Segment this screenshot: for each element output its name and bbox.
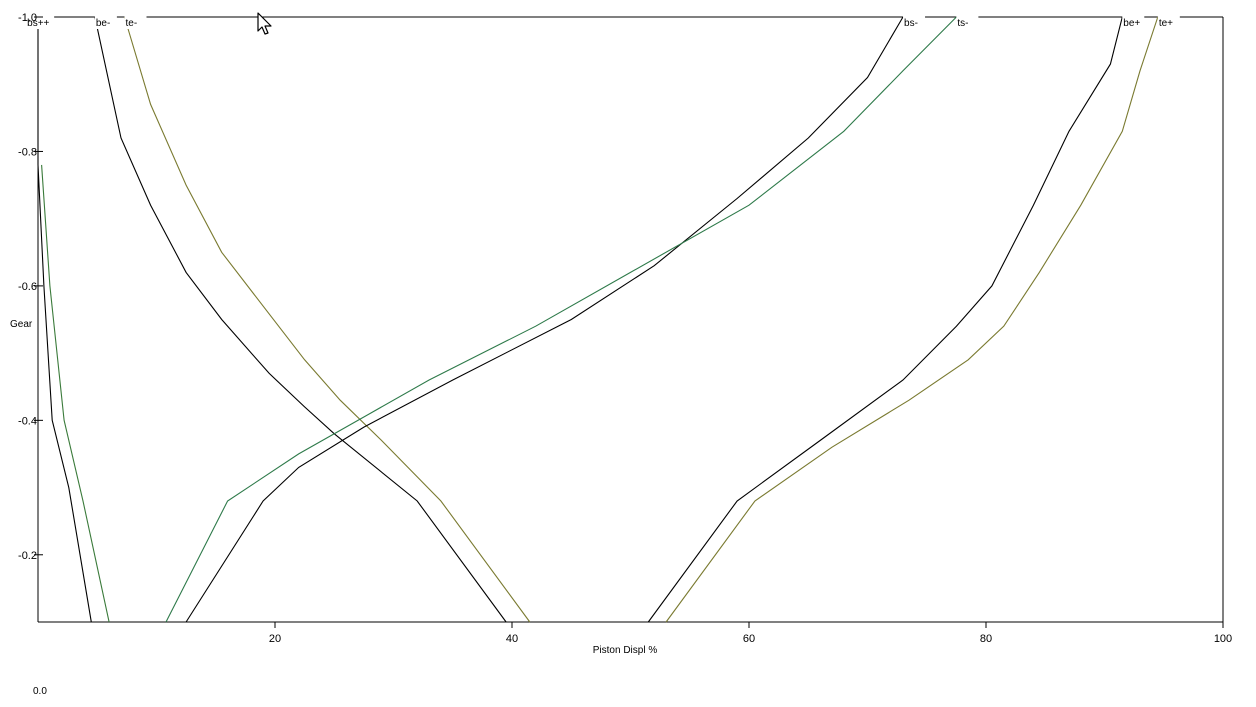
series-line-2 xyxy=(94,16,507,623)
corner-value-label: 0.0 xyxy=(33,686,47,697)
curve-label-bsplusplus: bs++ xyxy=(27,18,49,29)
curve-label-bg xyxy=(1157,15,1180,29)
series-line-3 xyxy=(123,16,531,623)
y-tick-label: -0.4 xyxy=(18,415,37,427)
x-axis-title: Piston Displ % xyxy=(593,645,658,656)
curve-label-bg xyxy=(94,15,117,29)
series-line-0 xyxy=(37,17,92,623)
curve-label-bg xyxy=(956,15,979,29)
x-tick-label: 20 xyxy=(269,633,281,645)
series-line-5 xyxy=(165,16,957,623)
curve-label-beplus: be+ xyxy=(1123,18,1140,29)
curve-label-teminus: te- xyxy=(126,18,138,29)
y-axis-title: Gear xyxy=(10,319,33,330)
plot-frame xyxy=(37,16,1224,623)
curve-label-bsminus: bs- xyxy=(904,18,918,29)
tick-layer: 20 40 60 80 100 -1.0 -0.8 -0.6 -0.4 -0.2 xyxy=(18,12,1232,645)
y-tick-label: -1.0 xyxy=(18,12,37,24)
x-tick-label: 80 xyxy=(980,633,992,645)
series-layer xyxy=(37,16,1159,623)
curve-label-bg xyxy=(903,15,926,29)
series-line-7 xyxy=(665,16,1159,623)
x-tick-label: 100 xyxy=(1214,633,1232,645)
curve-label-layer: bs++ be-te-bs-ts-be+ te+ xyxy=(26,15,1180,29)
y-tick-label: -0.8 xyxy=(18,146,37,158)
curve-label-beminus: be- xyxy=(96,18,110,29)
series-line-1 xyxy=(41,164,110,623)
series-line-4 xyxy=(185,16,904,623)
curve-label-teplus: te+ xyxy=(1159,18,1173,29)
y-tick-label: -0.6 xyxy=(18,281,37,293)
curve-label-bg xyxy=(26,15,55,29)
y-tick-label: -0.2 xyxy=(18,550,37,562)
series-line-6 xyxy=(647,16,1123,623)
curve-label-bg xyxy=(124,15,147,29)
mouse-cursor-icon xyxy=(257,12,272,35)
x-tick-label: 40 xyxy=(506,633,518,645)
x-tick-label: 60 xyxy=(743,633,755,645)
curve-label-bg xyxy=(1122,15,1145,29)
curve-label-tsminus: ts- xyxy=(957,18,968,29)
